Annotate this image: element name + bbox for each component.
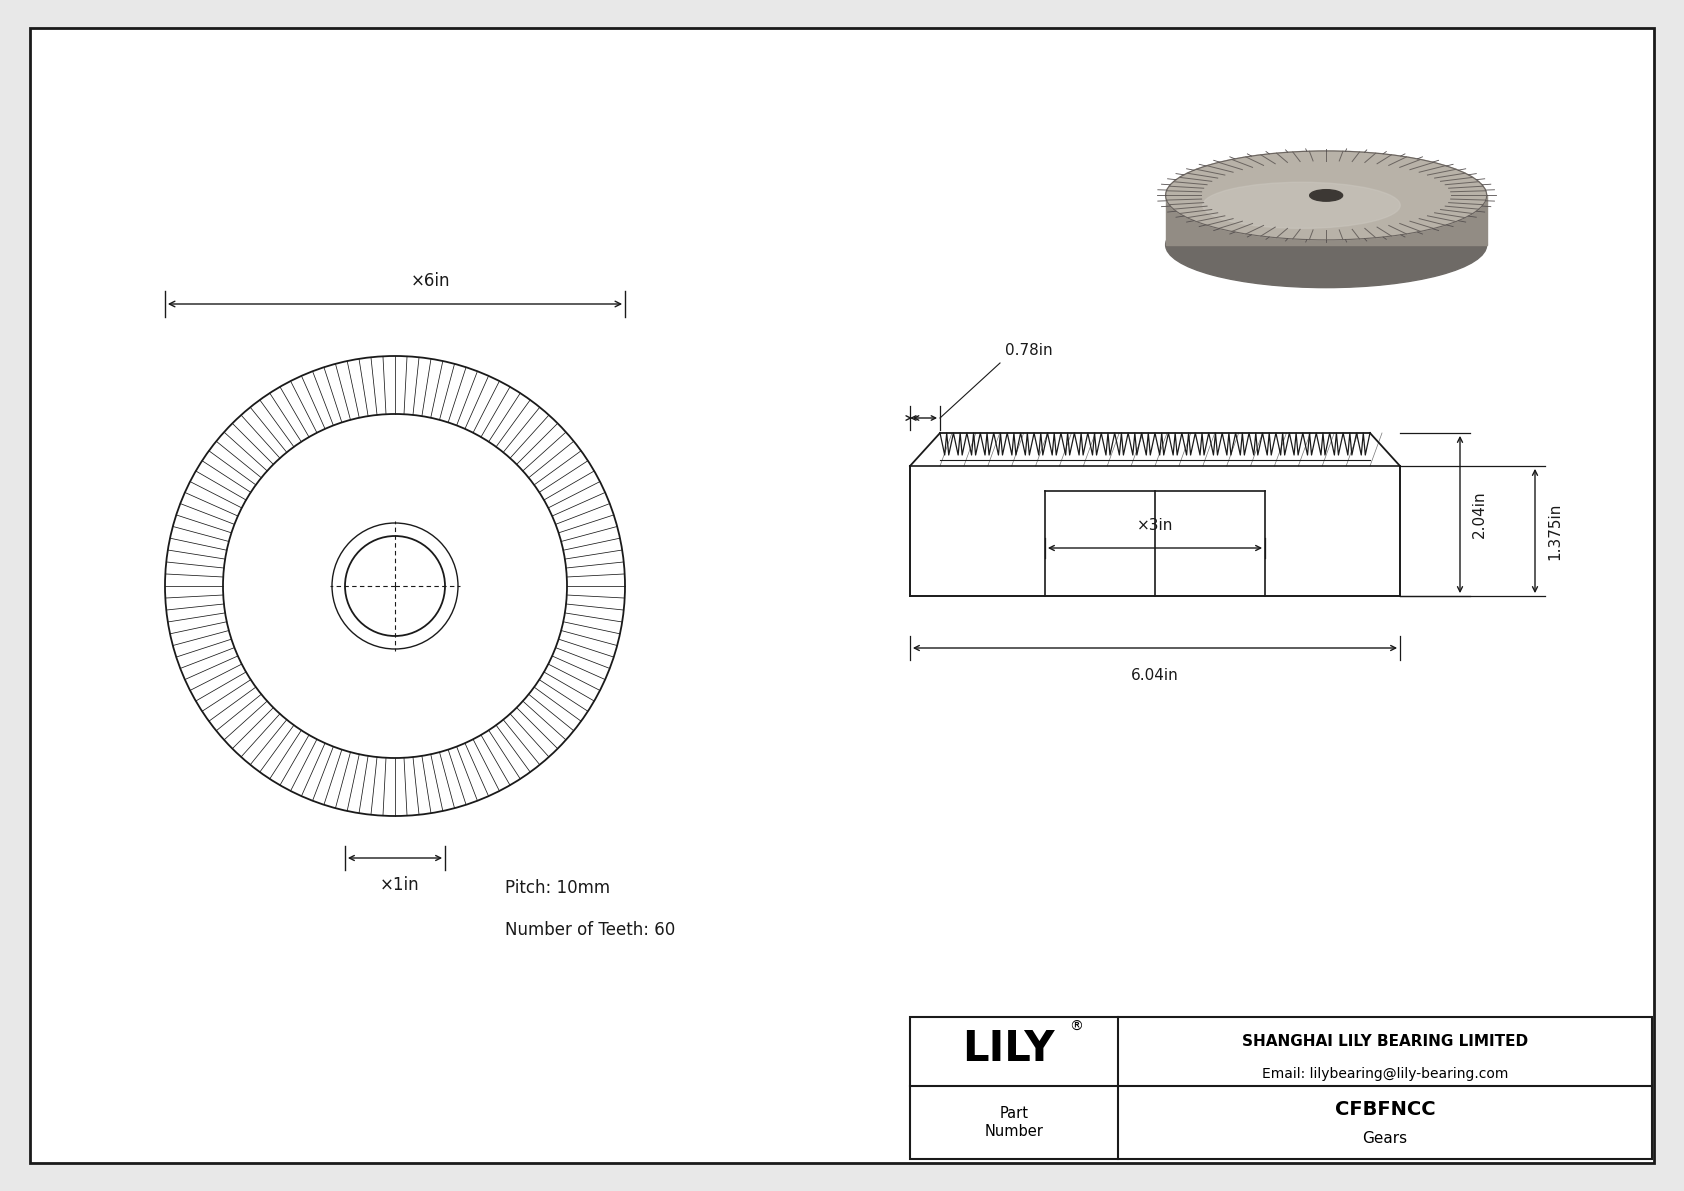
Text: ×6in: ×6in	[411, 272, 450, 289]
Circle shape	[222, 414, 568, 757]
Text: SHANGHAI LILY BEARING LIMITED: SHANGHAI LILY BEARING LIMITED	[1241, 1034, 1527, 1048]
Text: Gears: Gears	[1362, 1131, 1408, 1146]
Text: ×3in: ×3in	[1137, 518, 1174, 534]
Text: 0.78in: 0.78in	[1005, 343, 1052, 358]
Circle shape	[345, 536, 445, 636]
Ellipse shape	[1165, 151, 1487, 239]
Bar	[899, 423, 1410, 606]
Text: CFBFNCC: CFBFNCC	[1335, 1099, 1435, 1118]
Text: 6.04in: 6.04in	[1132, 668, 1179, 682]
Text: ®: ®	[1069, 1019, 1083, 1034]
Text: 2.04in: 2.04in	[1472, 491, 1487, 538]
Text: Email: lilybearing@lily-bearing.com: Email: lilybearing@lily-bearing.com	[1261, 1067, 1509, 1080]
Ellipse shape	[1165, 202, 1487, 287]
Text: Pitch: 10mm: Pitch: 10mm	[505, 879, 610, 897]
Circle shape	[165, 356, 625, 816]
Text: Part
Number: Part Number	[985, 1106, 1044, 1139]
Ellipse shape	[1310, 189, 1342, 201]
Text: Number of Teeth: 60: Number of Teeth: 60	[505, 921, 675, 939]
Ellipse shape	[1202, 182, 1399, 229]
Text: ×1in: ×1in	[381, 877, 419, 894]
Bar	[1165, 195, 1487, 245]
Bar	[909, 1017, 1652, 1159]
Text: 1.375in: 1.375in	[1548, 503, 1563, 560]
Text: LILY: LILY	[962, 1028, 1054, 1070]
